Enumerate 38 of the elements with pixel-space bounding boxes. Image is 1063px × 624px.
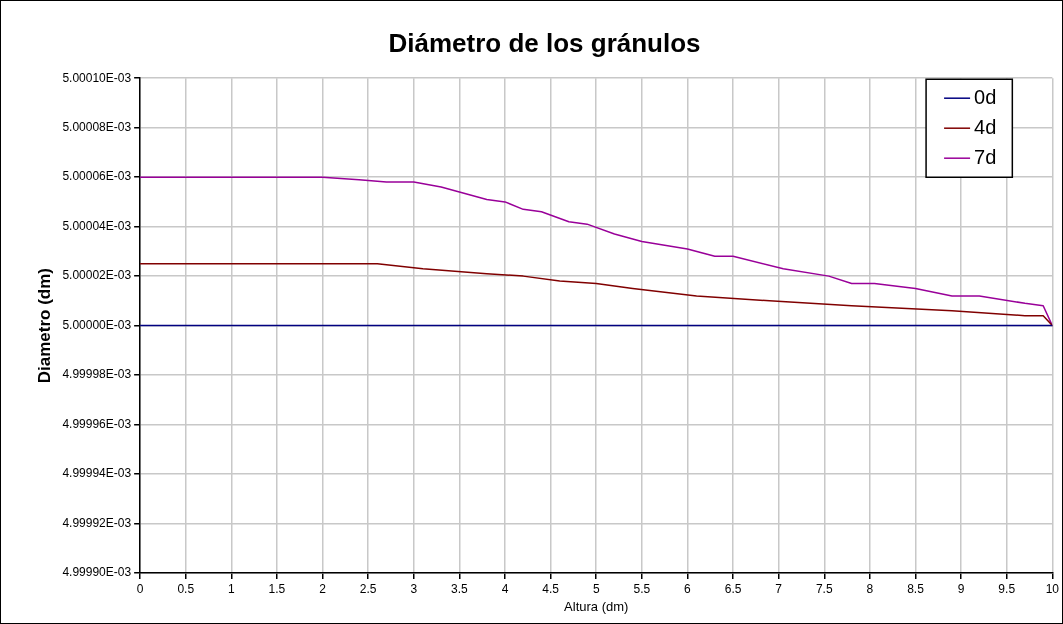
x-tick-label: 7 [775,581,783,596]
y-tick-label: 5.00002E-03 [62,268,132,283]
x-tick-label: 1.5 [268,581,286,596]
x-tick-label: 6.5 [724,581,742,596]
y-tick-label: 4.99996E-03 [62,416,132,431]
y-axis-title: Diametro (dm) [34,267,54,384]
x-tick-label: 2.5 [359,581,377,596]
x-tick-label: 3.5 [451,581,469,596]
x-tick-label: 3 [410,581,418,596]
x-tick-label: 8 [866,581,874,596]
x-tick-label: 4 [501,581,509,596]
x-tick-label: 0.5 [177,581,195,596]
x-tick-label: 5 [592,581,600,596]
legend-label: 4d [974,115,997,138]
y-tick-label: 5.00004E-03 [62,218,132,233]
x-tick-label: 2 [319,581,327,596]
x-tick-label: 8.5 [907,581,925,596]
legend-label: 0d [974,85,997,108]
y-tick-label: 4.99994E-03 [62,466,132,481]
x-tick-label: 1 [228,581,235,596]
y-tick-label: 5.00010E-03 [62,70,132,85]
legend-label: 7d [974,145,997,168]
x-tick-label: 9 [957,581,965,596]
x-tick-label: 4.5 [542,581,560,596]
x-tick-label: 9.5 [998,581,1016,596]
x-tick-label: 10 [1045,581,1060,596]
y-tick-label: 5.00000E-03 [62,317,132,332]
chart-title: Diámetro de los gránulos [388,27,701,58]
y-tick-label: 4.99990E-03 [62,565,132,580]
y-tick-label: 5.00006E-03 [62,169,132,184]
x-tick-label: 0 [136,581,144,596]
y-tick-label: 5.00008E-03 [62,119,132,134]
x-tick-label: 7.5 [815,581,833,596]
y-tick-label: 4.99998E-03 [62,367,132,382]
x-tick-label: 6 [684,581,692,596]
x-axis-title: Altura (dm) [564,598,629,614]
x-tick-label: 5.5 [633,581,651,596]
y-tick-label: 4.99992E-03 [62,515,132,530]
